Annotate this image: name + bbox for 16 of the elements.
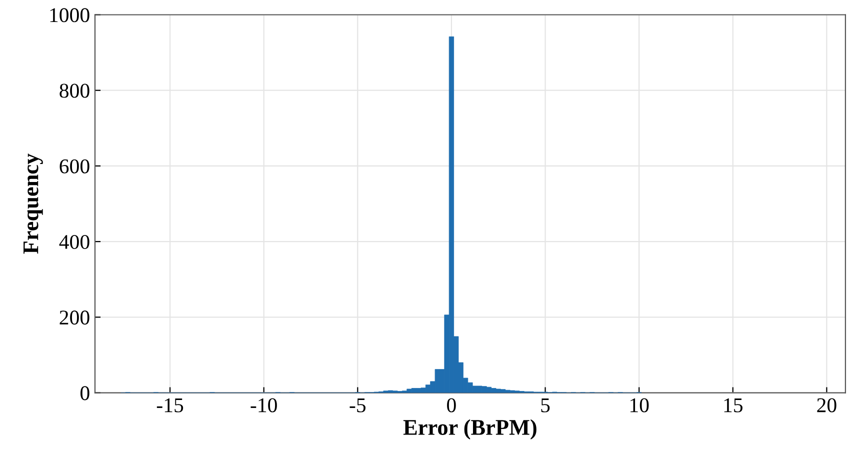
y-tick-label: 600 bbox=[60, 159, 90, 174]
x-tick-label: 15 bbox=[724, 398, 742, 412]
y-tick-label: 200 bbox=[60, 310, 90, 325]
x-axis-title: Error (BrPM) bbox=[403, 419, 536, 440]
y-tick-label: 800 bbox=[60, 84, 90, 98]
x-tick-label: 5 bbox=[541, 398, 550, 412]
x-tick-label: -10 bbox=[250, 398, 277, 412]
x-tick-label: -5 bbox=[350, 398, 366, 412]
y-tick-label: 400 bbox=[59, 234, 90, 249]
y-tick-label: 0 bbox=[80, 386, 90, 400]
x-tick-label: 0 bbox=[447, 398, 456, 412]
x-tick-label: 20 bbox=[817, 398, 836, 412]
y-tick-label: 1000 bbox=[50, 8, 90, 22]
x-tick-label: 10 bbox=[630, 398, 649, 412]
x-tick-label: -15 bbox=[156, 398, 184, 412]
y-axis-title: Frequency bbox=[24, 154, 43, 254]
